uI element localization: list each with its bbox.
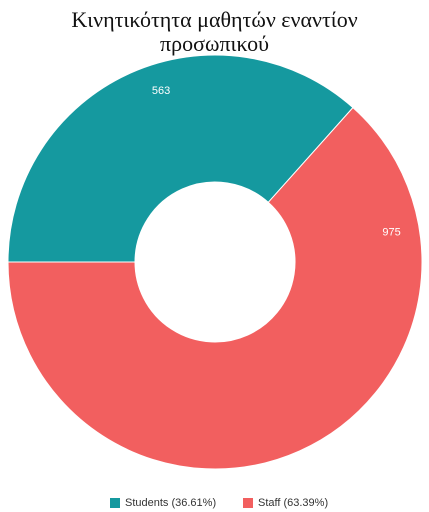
legend-label: Staff (63.39%)	[258, 497, 328, 509]
chart-title: Κινητικότητα μαθητών εναντίον προσωπικού	[71, 7, 358, 56]
legend-swatch	[243, 498, 253, 508]
donut-slice	[7, 106, 423, 470]
legend-swatch	[110, 498, 120, 508]
legend-label: Students (36.61%)	[125, 497, 216, 509]
donut-slice	[7, 54, 354, 263]
data-label: 563	[152, 85, 170, 97]
data-label: 975	[382, 227, 400, 239]
